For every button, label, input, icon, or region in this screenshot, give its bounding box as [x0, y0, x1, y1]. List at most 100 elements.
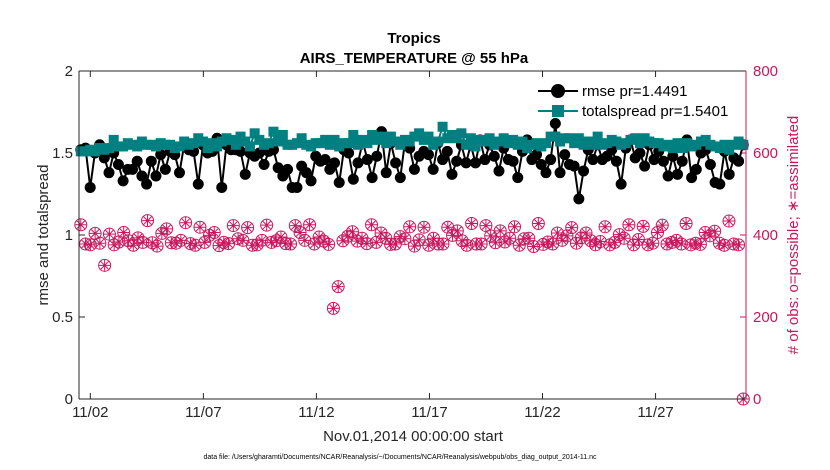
obs-possible-point [360, 237, 374, 251]
obs-assimilated-point [370, 236, 382, 248]
rmse-point [305, 175, 317, 187]
obs-assimilated-point [213, 240, 225, 252]
obs-assimilated-point [575, 232, 587, 244]
obs-assimilated-point [132, 232, 144, 244]
obs-assimilated-point [351, 235, 363, 247]
obs-assimilated-point [733, 239, 745, 251]
x-tick-label: 11/07 [185, 404, 221, 421]
obs-assimilated-point [723, 215, 735, 227]
obs-assimilated-point [480, 220, 492, 232]
obs-possible-point [226, 219, 240, 233]
obs-assimilated-point [356, 232, 368, 244]
rmse-point [394, 172, 406, 184]
totalspread-point [437, 121, 448, 132]
obs-possible-point [598, 220, 612, 234]
obs-assimilated-point [713, 237, 725, 249]
totalspread-point [362, 138, 373, 149]
obs-assimilated-point [180, 217, 192, 229]
obs-assimilated-point [613, 229, 625, 241]
rmse-point [319, 154, 331, 166]
obs-assimilated-point [184, 238, 196, 250]
totalspread-point [738, 139, 749, 150]
obs-assimilated-point [523, 232, 535, 244]
obs-assimilated-point [513, 239, 525, 251]
obs-assimilated-point [84, 239, 96, 251]
obs-assimilated-point [337, 235, 349, 247]
obs-assimilated-point [94, 237, 106, 249]
obs-assimilated-point [456, 235, 468, 247]
obs-possible-point [498, 235, 512, 249]
obs-assimilated-point [442, 221, 454, 233]
obs-possible-point [527, 239, 541, 253]
obs-assimilated-point [256, 234, 268, 246]
obs-possible-point [708, 224, 722, 238]
rmse-point [239, 168, 251, 180]
rmse-point [258, 158, 270, 170]
obs-assimilated-point [666, 236, 678, 248]
rmse-point [723, 168, 735, 180]
totalspread-point [268, 126, 279, 137]
obs-assimilated-point [237, 234, 249, 246]
obs-assimilated-point [346, 226, 358, 238]
rmse-point [587, 154, 599, 166]
obs-assimilated-point [609, 236, 621, 248]
rmse-point [512, 172, 524, 184]
totalspread-point [277, 129, 288, 140]
obs-possible-point [622, 218, 636, 232]
y2-tick-label: 400 [753, 227, 778, 244]
rmse-point [126, 163, 138, 175]
obs-assimilated-point [451, 225, 463, 237]
rmse-point [573, 193, 585, 205]
obs-assimilated-point [718, 239, 730, 251]
rmse-point [441, 145, 453, 157]
obs-assimilated-point [146, 237, 158, 249]
data-file-footnote: data file: /Users/gharamti/Documents/NCA… [203, 454, 597, 461]
obs-possible-point [150, 239, 164, 253]
obs-assimilated-point [509, 221, 521, 233]
obs-assimilated-point [570, 237, 582, 249]
obs-possible-point [579, 226, 593, 240]
rmse-point [390, 157, 402, 169]
obs-assimilated-point [103, 228, 115, 240]
rmse-point [460, 157, 472, 169]
totalspread-point [423, 131, 434, 142]
rmse-point [657, 155, 669, 167]
rmse-point [686, 172, 698, 184]
rmse-point [141, 178, 153, 190]
obs-possible-point [422, 238, 436, 252]
obs-possible-point [212, 239, 226, 253]
rmse-point [672, 168, 684, 180]
x-tick-label: 11/02 [72, 404, 108, 421]
obs-assimilated-point [699, 227, 711, 239]
obs-assimilated-point [466, 218, 478, 230]
obs-possible-point [455, 234, 469, 248]
rmse-point [427, 163, 439, 175]
y-tick-label: 1 [65, 227, 73, 244]
rmse-point [347, 173, 359, 185]
obs-assimilated-point [304, 219, 316, 231]
obs-assimilated-point [323, 238, 335, 250]
obs-assimilated-point [389, 238, 401, 250]
series-obs_assimilated [75, 215, 749, 405]
totalspread-point [244, 141, 255, 152]
obs-possible-point [179, 216, 193, 230]
obs-assimilated-point [437, 238, 449, 250]
obs-assimilated-point [289, 220, 301, 232]
rmse-point [329, 157, 341, 169]
obs-assimilated-point [547, 238, 559, 250]
y2-axis-label: # of obs: o=possible; ∗=assimilated [785, 116, 802, 355]
y2-tick-label: 600 [753, 145, 778, 162]
obs-assimilated-point [285, 238, 297, 250]
rmse-point [291, 181, 303, 193]
obs-assimilated-point [427, 232, 439, 244]
obs-assimilated-point [80, 238, 92, 250]
obs-assimilated-point [542, 236, 554, 248]
obs-assimilated-point [628, 239, 640, 251]
obs-possible-point [274, 230, 288, 244]
obs-assimilated-point [156, 227, 168, 239]
obs-assimilated-point [170, 237, 182, 249]
obs-assimilated-point [475, 238, 487, 250]
series-totalspread [75, 121, 749, 157]
y-tick-label: 0.5 [52, 309, 73, 326]
obs-assimilated-point [232, 233, 244, 245]
